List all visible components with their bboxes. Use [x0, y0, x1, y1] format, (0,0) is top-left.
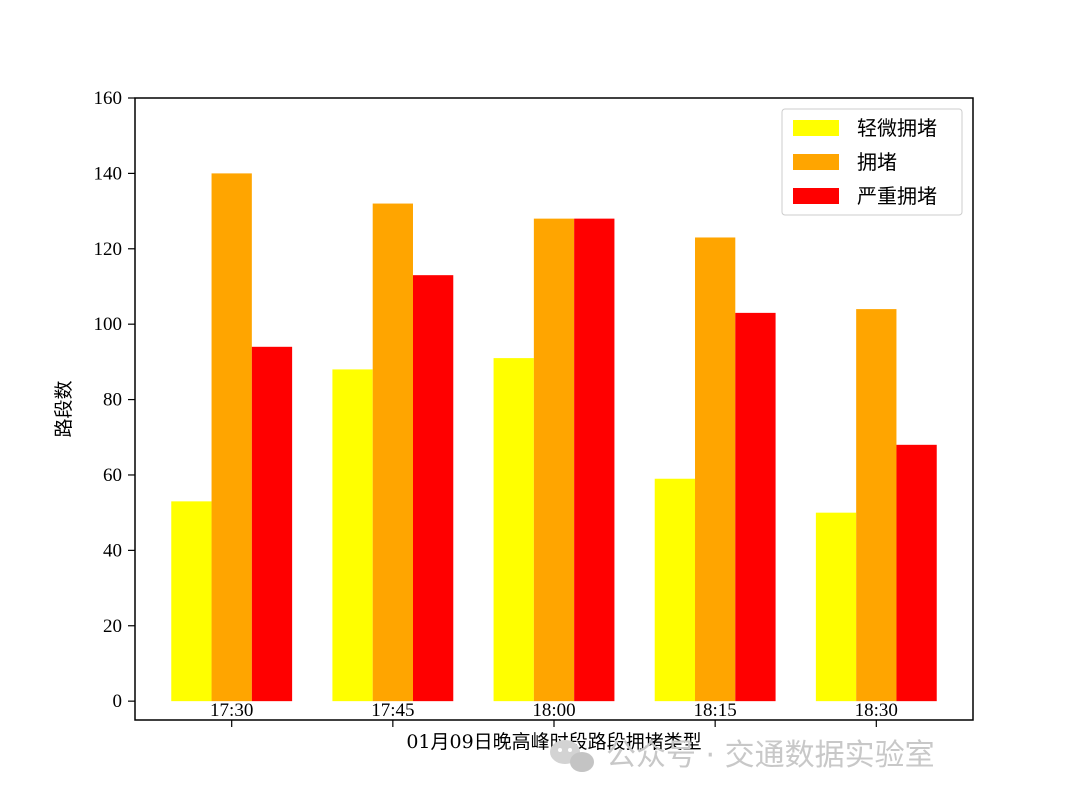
legend-label: 严重拥堵 [857, 184, 937, 208]
y-tick-label: 120 [94, 239, 123, 260]
legend-swatch [793, 154, 839, 170]
x-tick-label: 17:30 [210, 700, 253, 721]
x-tick-label: 18:15 [694, 700, 737, 721]
watermark-text: 公众号 · 交通数据实验室 [606, 738, 935, 773]
x-axis-label: 01月09日晚高峰时段路段拥堵类型 [406, 731, 701, 753]
bar [372, 203, 413, 702]
bar [574, 218, 615, 702]
y-tick-label: 140 [94, 163, 123, 184]
bar [251, 346, 293, 702]
bar [654, 478, 696, 702]
y-axis: 0 20 40 60 80 100 120 140 160 [94, 88, 135, 712]
x-tick-label: 17:45 [371, 700, 414, 721]
bars-layer [171, 173, 937, 702]
y-tick-label: 60 [103, 465, 122, 486]
y-tick-label: 160 [94, 88, 123, 109]
y-tick-label: 40 [103, 540, 122, 561]
legend-label: 拥堵 [857, 150, 897, 174]
y-axis-label: 路段数 [53, 380, 75, 437]
bar [211, 173, 252, 702]
bar [332, 369, 373, 702]
legend-label: 轻微拥堵 [857, 116, 937, 140]
y-tick-label: 0 [113, 691, 123, 712]
watermark: 公众号 · 交通数据实验室 [550, 738, 935, 773]
legend-swatch [793, 188, 839, 204]
y-tick-label: 80 [103, 390, 122, 411]
bar [412, 275, 454, 702]
legend-swatch [793, 120, 839, 136]
wechat-icon [550, 740, 594, 772]
bar [735, 312, 776, 702]
y-tick-label: 20 [103, 616, 122, 637]
bar [533, 218, 575, 702]
bar [896, 444, 937, 702]
bar [856, 309, 897, 702]
x-tick-label: 18:30 [855, 700, 898, 721]
x-tick-label: 18:00 [532, 700, 575, 721]
bar [815, 512, 857, 702]
y-tick-label: 100 [94, 314, 123, 335]
bar [695, 237, 736, 702]
x-axis: 17:30 17:45 18:00 18:15 18:30 [210, 700, 898, 727]
bar [493, 358, 534, 702]
bar [171, 501, 212, 702]
